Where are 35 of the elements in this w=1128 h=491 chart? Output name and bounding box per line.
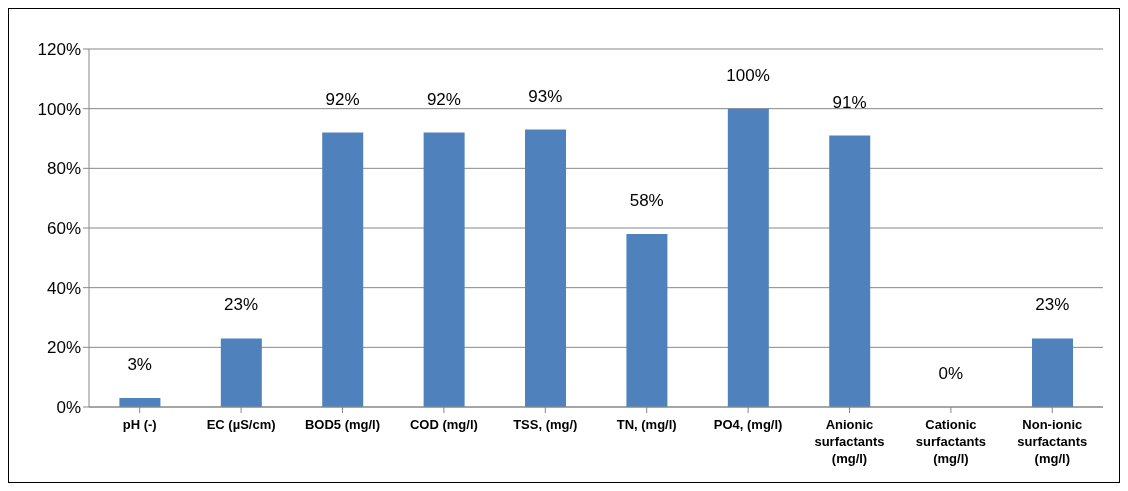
x-tick-label: Non-ionic surfactants (mg/l) (1017, 417, 1088, 466)
x-tick-label: pH (-) (122, 417, 157, 432)
data-label: 58% (629, 190, 664, 210)
data-label: 3% (127, 355, 152, 375)
y-tick-label: 120% (37, 40, 81, 60)
bar (220, 338, 262, 407)
x-tick-label: COD (mg/l) (409, 417, 478, 432)
bar (626, 233, 668, 407)
x-tick-label: Anionic surfactants (mg/l) (814, 417, 885, 466)
bar (1032, 338, 1074, 407)
data-label: 93% (528, 86, 563, 106)
x-tick-label: TN, (mg/l) (616, 417, 677, 432)
y-tick-label: 20% (46, 338, 81, 358)
data-label: 100% (726, 65, 770, 85)
y-tick-label: 60% (46, 219, 81, 239)
bar (525, 129, 567, 407)
x-tick-label: EC (µS/cm) (206, 417, 276, 432)
y-tick-label: 0% (56, 398, 81, 418)
y-tick-label: 80% (46, 159, 81, 179)
bar (423, 132, 465, 407)
data-label: 91% (832, 92, 867, 112)
y-tick-label: 100% (37, 99, 81, 119)
data-label: 0% (938, 364, 964, 383)
x-tick-label: BOD5 (mg/l) (304, 417, 381, 432)
bar (727, 108, 769, 407)
data-label: 23% (1035, 295, 1070, 315)
data-label: 23% (224, 295, 259, 315)
x-tick-label: PO4, (mg/l) (713, 417, 783, 432)
x-tick-label: Cationic surfactants (mg/l) (915, 417, 986, 466)
bar (829, 135, 871, 407)
bar (322, 132, 364, 407)
y-tick-label: 40% (46, 278, 81, 298)
x-tick-label: TSS, (mg/) (513, 417, 578, 432)
data-label: 92% (325, 89, 360, 109)
data-label: 92% (426, 89, 461, 109)
